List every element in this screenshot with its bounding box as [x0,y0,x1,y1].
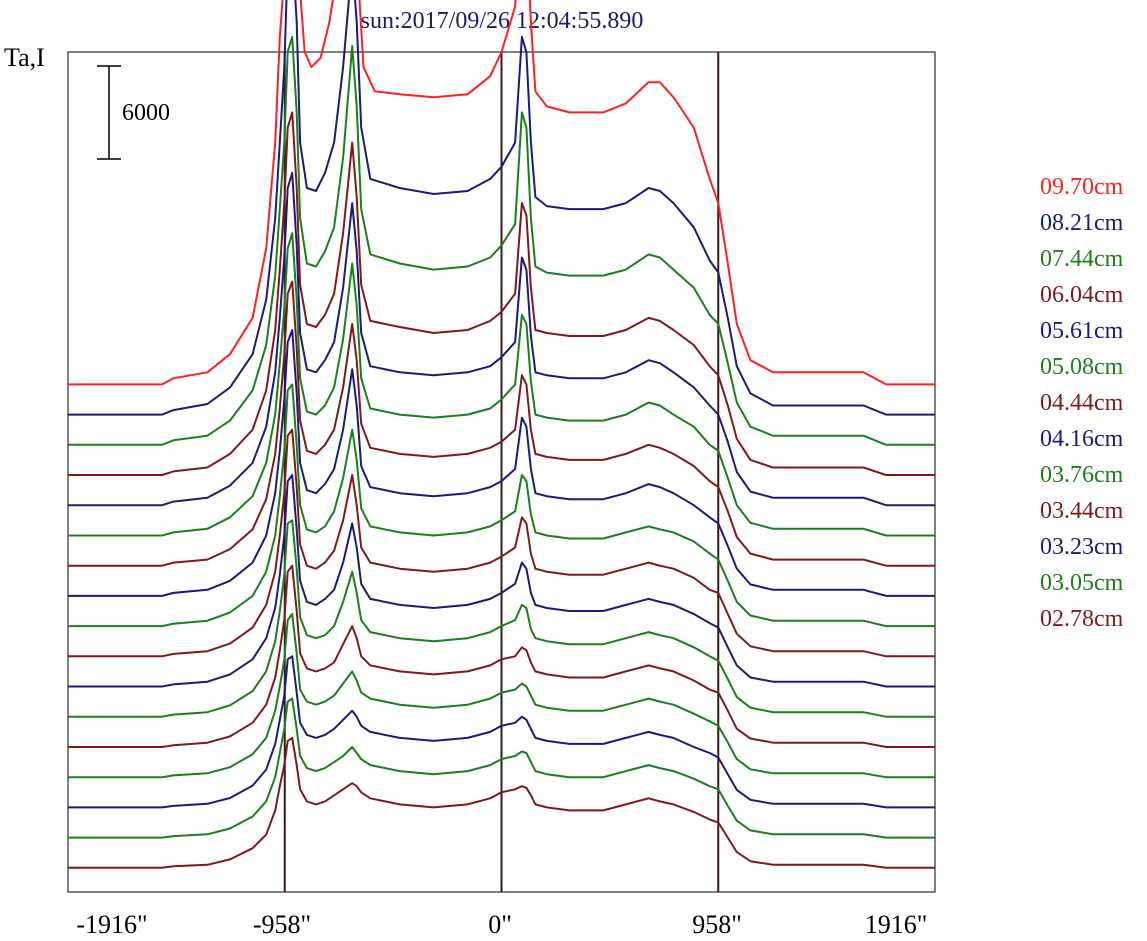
series-line-9 [68,428,935,658]
x-tick-labels: -1916" -958" 0" 958" 1916" [76,910,927,939]
series-line-16 [68,736,935,869]
x-tick-label-0: -1916" [76,910,147,939]
x-tick-label-2: 0" [488,910,512,939]
chart-title: sun:2017/09/26 12:04:55.890 [361,8,644,34]
y-axis-label: Ta,I [4,43,45,72]
legend-item-4: 05.61cm [1040,318,1124,344]
series-line-12 [68,564,935,748]
series-line-5 [68,232,935,537]
series-line-15 [68,697,935,839]
scale-bar-label: 6000 [122,100,170,126]
series-line-13 [68,613,935,779]
legend-item-2: 07.44cm [1040,246,1124,272]
x-tick-label-4: 1916" [865,910,928,939]
series-line-4 [68,171,935,507]
legend-item-6: 04.44cm [1040,390,1124,416]
legend-item-11: 03.05cm [1040,570,1124,596]
series-group [68,0,935,869]
legend-item-1: 08.21cm [1040,210,1124,236]
series-line-6 [68,280,935,567]
series-line-1 [68,0,935,416]
legend: 09.70cm 08.21cm 07.44cm 06.04cm 05.61cm 05.08… [1040,174,1124,632]
series-line-7 [68,329,935,597]
legend-item-3: 06.04cm [1040,282,1124,308]
series-line-10 [68,474,935,688]
series-line-0 [68,0,935,386]
legend-item-9: 03.44cm [1040,498,1124,524]
legend-item-8: 03.76cm [1040,462,1124,488]
series-line-3 [68,111,935,476]
series-line-11 [68,519,935,718]
x-tick-label-1: -958" [253,910,311,939]
legend-item-5: 05.08cm [1040,354,1124,380]
legend-item-0: 09.70cm [1040,174,1124,200]
legend-item-12: 02.78cm [1040,606,1124,632]
scale-bar: 6000 [97,65,170,160]
series-line-8 [68,383,935,628]
legend-item-7: 04.16cm [1040,426,1124,452]
series-line-14 [68,655,935,809]
legend-item-10: 03.23cm [1040,534,1124,560]
x-tick-label-3: 958" [692,910,742,939]
series-line-2 [68,35,935,446]
